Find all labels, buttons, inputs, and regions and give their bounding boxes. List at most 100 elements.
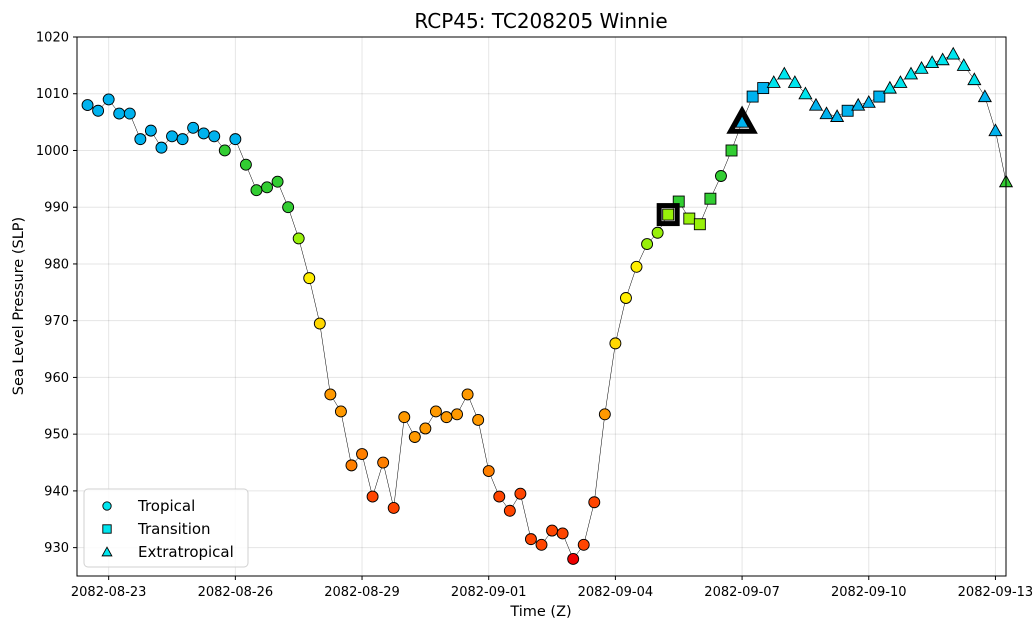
extratropical-point [935, 52, 950, 66]
tropical-point [113, 107, 126, 120]
tropical-point [567, 553, 580, 565]
y-axis-label: Sea Level Pressure (SLP) [11, 217, 27, 395]
tropical-point [92, 104, 105, 117]
tropical-point [461, 388, 474, 401]
legend-box [83, 488, 249, 568]
y-tick-label: 950 [44, 428, 69, 443]
y-tick-label: 1000 [36, 144, 69, 159]
transition-point [757, 82, 770, 95]
y-tick-label: 980 [44, 257, 69, 272]
tropical-point [134, 133, 147, 146]
transition-point [873, 90, 886, 103]
extratropical-point [946, 46, 961, 60]
extratropical-point [777, 66, 792, 80]
x-tick-label: 2082-08-26 [198, 585, 274, 600]
y-tick-label: 1010 [36, 87, 69, 102]
extratropical-point [967, 72, 982, 86]
x-tick-label: 2082-09-10 [831, 585, 907, 600]
tropical-point [451, 408, 463, 421]
extratropical-point [956, 58, 971, 71]
x-axis-label: Time (Z) [509, 604, 571, 620]
transition-point [704, 192, 717, 205]
tropical-point [239, 158, 252, 171]
series-line [87, 53, 1007, 560]
chart-title: RCP45: TC208205 Winnie [414, 9, 667, 33]
extratropical-point [830, 109, 845, 122]
extratropical-point [977, 89, 992, 103]
tropical-point [324, 388, 337, 401]
tropical-point [588, 496, 601, 509]
tropical-point [598, 408, 611, 421]
tropical-point [345, 459, 358, 472]
transition-point [746, 90, 759, 103]
tropical-point [493, 490, 506, 503]
legend-marker-tropical [102, 501, 112, 511]
tropical-point [271, 175, 284, 188]
tropical-point [472, 414, 485, 426]
tropical-point [715, 170, 727, 182]
tropical-point [356, 448, 368, 460]
y-tick-label: 940 [44, 484, 69, 499]
tropical-point [514, 487, 527, 500]
tropical-point [535, 538, 548, 551]
tropical-point [482, 465, 495, 477]
x-tick-label: 2082-09-04 [578, 585, 654, 600]
data-markers [81, 46, 1014, 565]
tropical-point [282, 201, 295, 214]
slp-series-line [87, 53, 1007, 560]
transition-point [693, 218, 706, 231]
tropical-point [102, 93, 115, 106]
extratropical-point [861, 94, 876, 108]
y-tick-label: 1020 [36, 31, 69, 46]
tropical-point [398, 411, 411, 424]
tropical-point [651, 226, 664, 239]
tropical-point [313, 317, 326, 330]
legend-marker-extratropical [101, 546, 113, 557]
tropical-point [123, 107, 136, 120]
y-axis-ticks: 930 940 950 960 970 980 990 1000 1010 1020 [36, 31, 77, 556]
transition-point [725, 144, 738, 157]
extratropical-point [787, 75, 802, 88]
tropical-point [166, 130, 178, 143]
tropical-point [524, 533, 537, 546]
extratropical-point [903, 66, 919, 80]
tropical-point [429, 405, 442, 418]
tropical-point [556, 527, 569, 540]
plot-frame [76, 36, 1007, 577]
tropical-point [144, 124, 157, 137]
tropical-point [408, 431, 421, 443]
extratropical-point [798, 86, 813, 100]
tropical-point [261, 181, 273, 194]
legend-marker-transition [102, 524, 112, 534]
tropical-point [197, 127, 210, 140]
extratropical-point [766, 75, 781, 88]
tropical-point [620, 292, 632, 304]
highlight-marker [656, 203, 680, 227]
extratropical-point [914, 60, 929, 74]
tropical-point [303, 272, 316, 285]
tropical-point [292, 232, 305, 245]
extratropical-point [893, 75, 908, 88]
legend-label-tropical: Tropical [137, 497, 195, 515]
extratropical-point [734, 114, 750, 128]
tropical-point [187, 121, 200, 134]
tropical-point [377, 456, 390, 469]
tropical-point [366, 490, 379, 503]
tropical-point [609, 337, 622, 350]
tropical-point [546, 524, 559, 537]
transition-point [662, 208, 675, 221]
y-tick-label: 930 [44, 541, 69, 556]
tropical-point [208, 130, 221, 143]
tropical-point [218, 144, 231, 157]
x-axis-ticks: 2082-08-23 2082-08-26 2082-08-29 2082-09-01… [71, 576, 1033, 600]
x-tick-label: 2082-09-07 [704, 585, 780, 600]
tropical-point [641, 238, 654, 251]
x-tick-label: 2082-09-01 [451, 585, 527, 600]
tropical-point [229, 133, 242, 146]
highlight-marker [726, 105, 758, 134]
legend: Tropical Transition Extratropical [83, 488, 249, 568]
tropical-point [176, 133, 189, 146]
legend-label-extratropical: Extratropical [138, 543, 234, 561]
tropical-point [419, 422, 432, 435]
